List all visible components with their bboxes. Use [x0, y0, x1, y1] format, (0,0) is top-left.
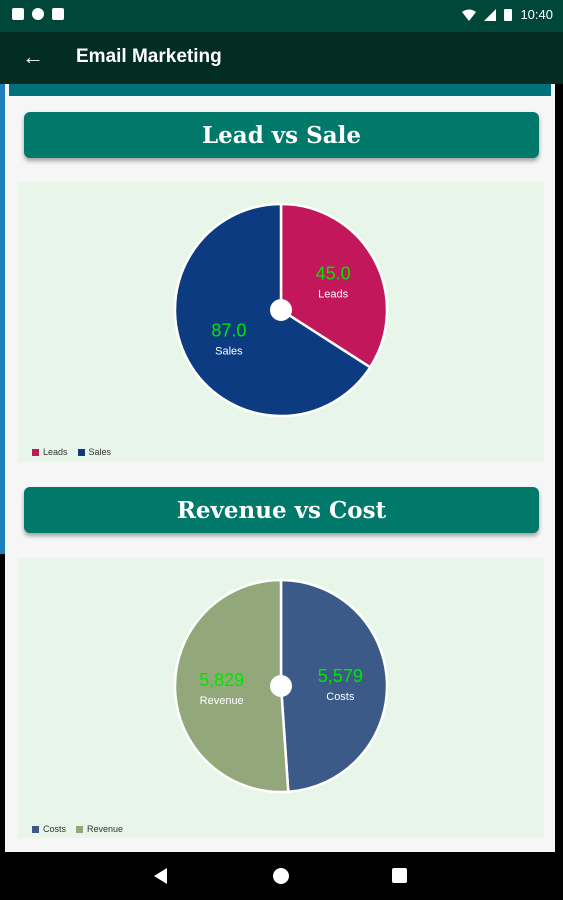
clock: 10:40	[520, 7, 553, 22]
legend-label-costs: Costs	[43, 824, 67, 834]
revenue-vs-cost-chart-card: 5,579 Costs 5,829 Revenue Costs Revenue	[18, 558, 544, 838]
pie-slice-costs[interactable]	[279, 578, 389, 794]
back-arrow-icon[interactable]: ←	[22, 44, 44, 69]
pie-value-label-revenue: 5,829	[199, 670, 244, 690]
legend-swatch-revenue	[76, 825, 84, 833]
battery-icon	[504, 9, 513, 21]
wifi-icon	[462, 9, 477, 21]
left-edge-strip	[0, 84, 5, 554]
revenue-vs-cost-header-button[interactable]: Revenue vs Cost	[24, 487, 539, 533]
sd-card-icon	[52, 8, 64, 20]
lead-vs-sale-legend: Leads Sales	[32, 447, 117, 457]
pie-name-label-sales: Sales	[215, 345, 243, 357]
pie-name-label-revenue: Revenue	[200, 695, 244, 707]
legend-label-revenue: Revenue	[87, 824, 124, 834]
legend-label-sales: Sales	[88, 447, 112, 457]
pie-slice-revenue[interactable]	[173, 578, 290, 794]
lead-vs-sale-chart-card: 45.0 Leads 87.0 Sales Leads Sales	[18, 182, 544, 462]
nav-back-icon[interactable]	[154, 868, 167, 884]
legend-label-leads: Leads	[43, 447, 68, 457]
pie-value-label-costs: 5,579	[318, 666, 363, 686]
pie-name-label-leads: Leads	[318, 289, 348, 301]
page-title: Email Marketing	[76, 46, 222, 67]
system-nav-bar	[0, 852, 563, 900]
pie-value-label-sales: 87.0	[211, 320, 246, 340]
lead-vs-sale-pie-chart[interactable]: 45.0 Leads 87.0 Sales	[18, 182, 544, 442]
photo-notification-icon	[12, 8, 24, 20]
sync-notification-icon	[32, 8, 44, 20]
notification-icons	[12, 8, 64, 20]
legend-swatch-sales	[77, 448, 85, 456]
top-divider	[9, 84, 551, 96]
pie-name-label-costs: Costs	[326, 691, 355, 703]
legend-swatch-leads	[32, 448, 39, 456]
revenue-vs-cost-legend: Costs Revenue	[32, 824, 129, 834]
pie-value-label-leads: 45.0	[316, 264, 351, 284]
content-area[interactable]: Lead vs Sale 45.0 Leads 87.0 Sales Leads Sa…	[0, 84, 563, 852]
signal-icon	[484, 8, 497, 21]
pie-center-hole	[270, 675, 292, 697]
status-bar: 10:40	[0, 0, 563, 32]
lead-vs-sale-header-button[interactable]: Lead vs Sale	[24, 112, 539, 158]
nav-home-icon[interactable]	[273, 868, 289, 884]
nav-recents-icon[interactable]	[392, 868, 407, 883]
scroll-container[interactable]: Lead vs Sale 45.0 Leads 87.0 Sales Leads Sa…	[5, 84, 555, 852]
legend-swatch-costs	[32, 825, 39, 833]
pie-center-hole	[270, 299, 292, 321]
revenue-vs-cost-pie-chart[interactable]: 5,579 Costs 5,829 Revenue	[18, 558, 544, 818]
app-bar: ← Email Marketing	[0, 32, 563, 84]
system-icons: 10:40	[462, 7, 553, 22]
